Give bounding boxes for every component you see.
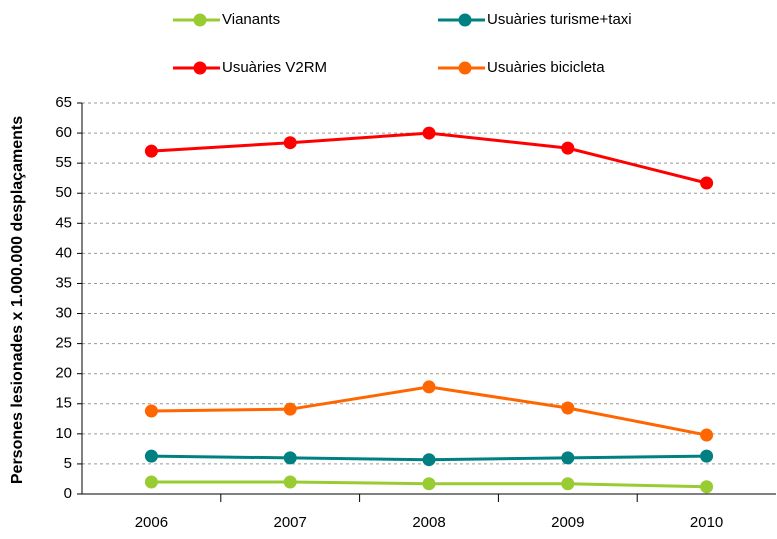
data-point: [422, 453, 436, 467]
legend-marker: [458, 61, 472, 75]
y-tick-label: 5: [64, 455, 72, 472]
data-point: [144, 404, 158, 418]
legend-marker: [193, 13, 207, 27]
data-point: [283, 451, 297, 465]
x-tick-label: 2009: [551, 514, 584, 531]
data-point: [422, 380, 436, 394]
series-line: [151, 131, 707, 185]
y-tick-label: 0: [64, 485, 72, 502]
x-tick-label: 2006: [135, 514, 168, 531]
data-point: [144, 144, 158, 158]
y-axis-label: Persones lesionades x 1.000.000 desplaça…: [9, 116, 26, 484]
data-point: [144, 449, 158, 463]
y-tick-label: 60: [55, 124, 72, 141]
y-tick-label: 55: [55, 154, 72, 171]
data-point: [422, 477, 436, 491]
y-tick-label: 40: [55, 244, 72, 261]
legend-marker: [193, 61, 207, 75]
data-point: [700, 428, 714, 442]
legend-label: Vianants: [222, 11, 280, 28]
y-tick-label: 65: [55, 94, 72, 111]
y-tick-label: 35: [55, 274, 72, 291]
data-point: [561, 141, 575, 155]
data-point: [561, 451, 575, 465]
y-tick-label: 20: [55, 365, 72, 382]
x-tick-label: 2010: [690, 514, 723, 531]
legend-label: Usuàries bicicleta: [487, 59, 605, 76]
data-point: [561, 401, 575, 415]
legend-label: Usuàries V2RM: [222, 59, 327, 76]
y-tick-label: 30: [55, 305, 72, 322]
legend-marker: [458, 13, 472, 27]
y-tick-label: 50: [55, 184, 72, 201]
data-point: [561, 477, 575, 491]
data-point: [283, 402, 297, 416]
data-point: [422, 126, 436, 140]
x-tick-label: 2008: [412, 514, 445, 531]
series-line: [151, 385, 707, 437]
y-tick-label: 10: [55, 425, 72, 442]
data-point: [283, 475, 297, 489]
y-tick-label: 25: [55, 335, 72, 352]
legend-label: Usuàries turisme+taxi: [487, 11, 632, 28]
y-tick-label: 15: [55, 395, 72, 412]
x-tick-label: 2007: [274, 514, 307, 531]
data-point: [283, 136, 297, 150]
data-point: [700, 176, 714, 190]
y-tick-label: 45: [55, 214, 72, 231]
data-point: [700, 449, 714, 463]
data-point: [700, 480, 714, 494]
data-point: [144, 475, 158, 489]
